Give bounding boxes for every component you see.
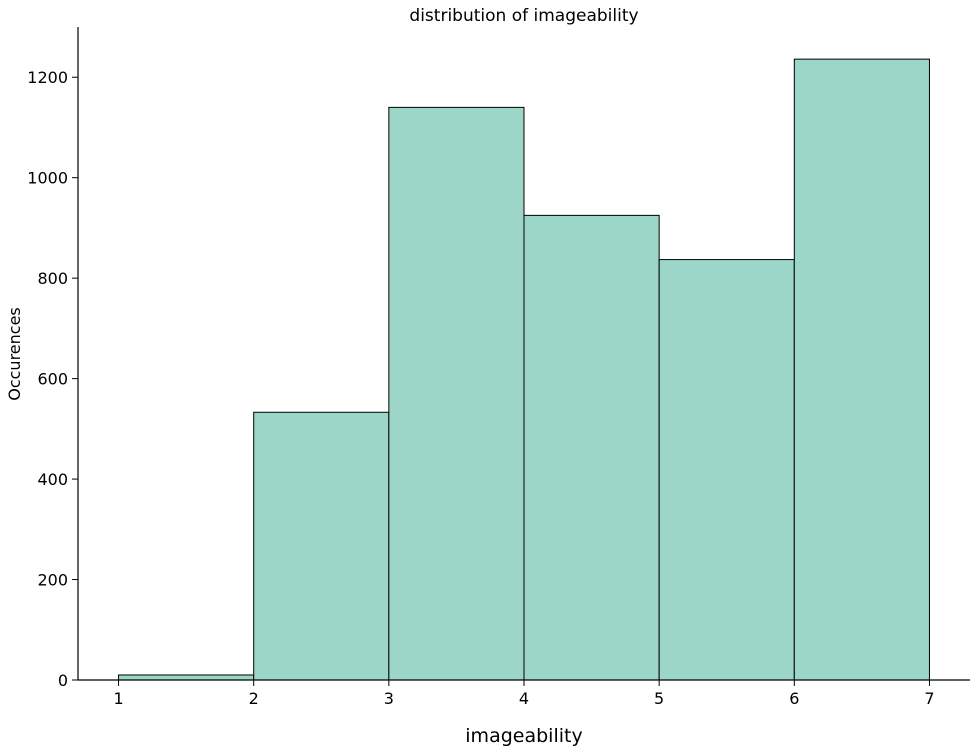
bar-6 [793,58,930,681]
y-tick-label-800: 800 [37,269,68,288]
y-axis-label: Occurences [5,307,24,401]
x-ticks: 1 2 3 4 5 6 7 [113,680,935,708]
bar-1 [118,674,255,681]
x-tick-label-1: 1 [113,689,123,708]
x-tick-label-4: 4 [519,689,529,708]
y-tick-label-600: 600 [37,370,68,389]
y-tick-label-1000: 1000 [27,169,68,188]
y-tick-label-400: 400 [37,470,68,489]
bars-layer [118,58,930,681]
bar-5 [658,259,795,681]
y-tick-label-200: 200 [37,571,68,590]
y-tick-label-0: 0 [58,671,68,690]
x-tick-label-5: 5 [654,689,664,708]
chart-title: distribution of imageability [409,6,638,26]
y-tick-label-1200: 1200 [27,68,68,87]
bar-3 [388,106,525,681]
x-tick-label-6: 6 [789,689,799,708]
x-tick-label-3: 3 [384,689,394,708]
x-tick-label-7: 7 [924,689,934,708]
x-axis-label: imageability [465,725,582,747]
y-ticks: 0 200 400 600 800 1000 1200 [27,68,78,690]
x-tick-label-2: 2 [249,689,259,708]
bar-2 [253,411,390,681]
bar-4 [523,214,660,681]
